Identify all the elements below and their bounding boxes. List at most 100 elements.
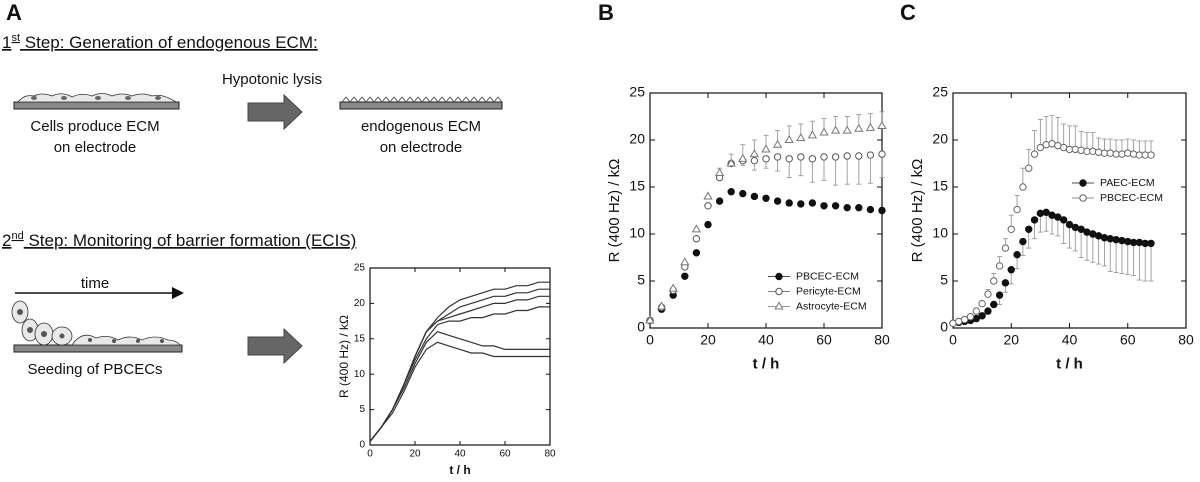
marker [762,194,770,202]
marker [808,199,817,207]
marker [1106,235,1114,243]
marker [1030,150,1039,158]
marker [808,155,817,163]
marker [1007,266,1015,274]
x-tick-label: 80 [1178,331,1194,347]
marker [1019,237,1027,246]
marker [691,224,702,233]
step-suffix: st [11,32,20,44]
x-tick-label: 20 [1003,331,1019,347]
marker [784,135,794,144]
data-line [369,331,550,442]
marker [854,123,864,132]
marker [830,125,841,134]
marker [990,300,998,309]
marker [1124,149,1132,157]
marker [819,127,829,136]
x-tick-label: 0 [367,449,373,460]
marker [656,301,667,310]
marker [726,158,736,167]
marker [1077,225,1085,234]
time-arrow [15,287,184,299]
marker [668,283,678,292]
caption: Seeding of PBCECs [27,361,162,378]
marker [1118,150,1126,158]
marker [843,152,851,160]
marker [727,188,735,196]
marker [995,262,1004,270]
marker [692,249,701,257]
marker [1147,239,1155,248]
electrode-with-ecm [339,96,503,110]
step-ordinal: 1 [2,33,11,52]
step-ordinal: 2 [2,231,11,250]
marker [704,202,712,210]
marker [865,122,876,131]
y-tick-label: 20 [932,131,948,147]
y-tick-label: 10 [629,225,645,241]
marker [960,315,969,324]
marker [762,155,770,163]
y-tick-label: 25 [932,84,948,100]
marker [1124,237,1132,246]
marker [750,156,759,165]
x-tick-label: 80 [874,331,890,347]
marker [796,133,806,142]
marker [1001,244,1010,252]
step-text: Step: Monitoring of barrier formation (E… [24,231,357,250]
marker [990,277,998,285]
y-tick-label: 15 [629,178,645,194]
marker [703,191,713,200]
marker [1135,238,1144,247]
marker [831,153,840,161]
marker [1129,150,1138,158]
marker [1059,216,1068,224]
marker [1106,149,1114,157]
panel-label: C [900,0,916,25]
marker [704,220,712,229]
legend-marker [774,301,784,310]
x-axis-label: t / h [1056,355,1083,372]
marker [843,203,851,212]
marker [984,290,992,298]
y-axis-label: R (400 Hz) / kΩ [606,159,623,263]
legend-label: Astrocyte-ECM [796,300,867,312]
marker [750,192,759,201]
process-arrow [247,327,303,365]
panel-label: A [6,0,22,25]
electrode-seeding [11,300,183,353]
caption: on electrode [54,139,137,156]
marker [878,150,886,158]
marker [773,197,782,205]
x-tick-label: 20 [700,331,716,347]
x-tick-label: 60 [499,449,511,460]
marker [855,152,863,160]
marker [773,153,782,161]
marker [1025,225,1033,234]
legend-marker [1079,194,1087,202]
data-line [369,295,550,442]
data-line [369,288,550,442]
marker [866,151,875,159]
marker [978,312,986,320]
marker [1077,146,1085,155]
marker [645,315,655,324]
marker [1025,164,1033,172]
marker [1100,234,1109,242]
legend-marker [1079,179,1087,187]
marker [820,153,828,161]
marker [1065,220,1074,229]
y-tick-label: 25 [629,84,645,100]
marker [842,125,852,134]
marker [680,257,690,266]
marker [820,202,828,210]
data-line [369,306,550,442]
marker [1036,143,1045,152]
marker [714,167,725,176]
marker [1089,147,1097,155]
marker [715,197,724,205]
marker [995,291,1004,299]
legend-label: PBCEC-ECM [1100,192,1163,204]
panel-label: B [598,0,614,25]
x-tick-label: 20 [409,449,421,460]
